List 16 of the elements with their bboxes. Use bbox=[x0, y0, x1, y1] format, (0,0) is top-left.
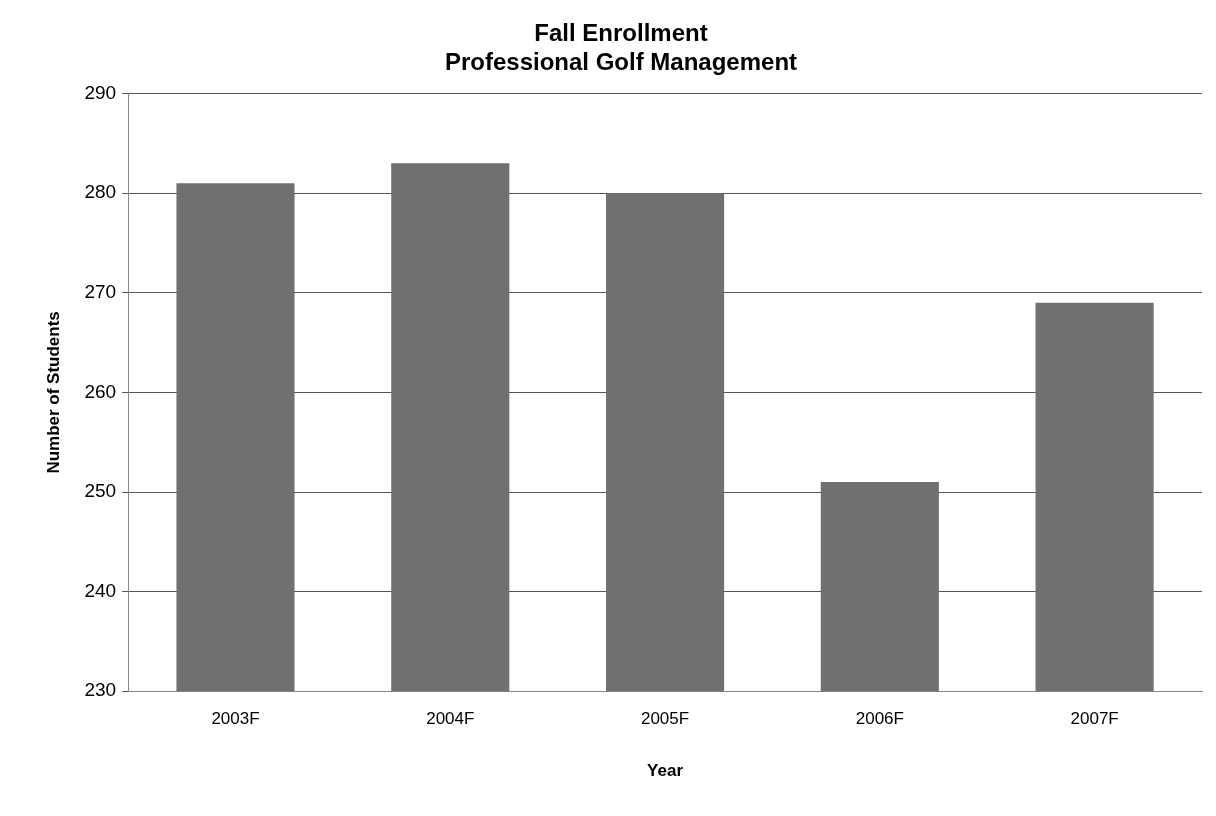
x-tick-label: 2007F bbox=[1070, 709, 1119, 729]
x-tick-label: 2003F bbox=[211, 709, 260, 729]
y-tick-label: 270 bbox=[84, 281, 117, 303]
x-axis-title: Year bbox=[647, 761, 684, 781]
y-tick-label: 280 bbox=[84, 181, 117, 203]
y-tick-label: 250 bbox=[84, 480, 117, 502]
x-tick-label: 2004F bbox=[426, 709, 475, 729]
x-tick-label: 2005F bbox=[640, 709, 690, 729]
x-tick-label: 2006F bbox=[855, 709, 904, 729]
y-axis-title: Number of Students bbox=[43, 311, 63, 474]
chart-title: Fall Enrollment bbox=[534, 19, 708, 47]
y-tick-label: 290 bbox=[84, 81, 117, 103]
chart-subtitle: Professional Golf Management bbox=[444, 47, 798, 75]
y-tick-label: 260 bbox=[84, 380, 117, 402]
y-tick-label: 230 bbox=[84, 679, 117, 701]
y-tick-label: 240 bbox=[84, 579, 117, 601]
